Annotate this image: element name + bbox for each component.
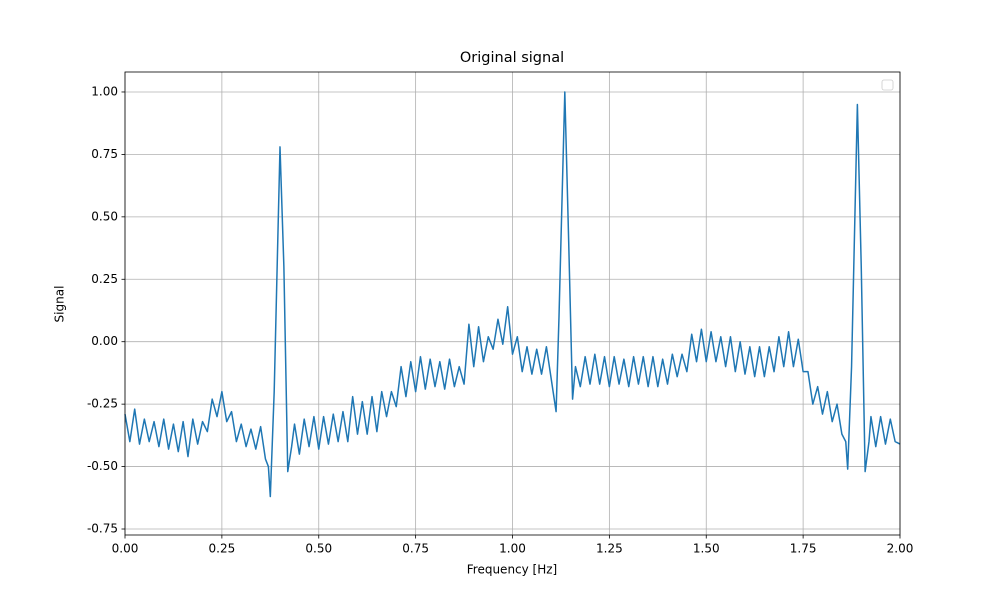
y-tick-label: 0.00 (91, 334, 118, 348)
x-tick-label: 1.50 (693, 542, 720, 556)
chart-title: Original signal (460, 50, 564, 66)
x-tick-label: 2.00 (887, 542, 914, 556)
y-tick-label: -0.75 (87, 522, 118, 536)
x-tick-label: 1.25 (596, 542, 623, 556)
x-tick-label: 0.00 (112, 542, 139, 556)
x-tick-label: 1.75 (790, 542, 817, 556)
x-tick-label: 0.75 (402, 542, 429, 556)
y-tick-label: 0.75 (91, 147, 118, 161)
plot-frame (124, 71, 901, 536)
y-tick-label: 1.00 (91, 84, 118, 98)
y-tick-label: -0.25 (87, 397, 118, 411)
x-tick-label: 1.00 (499, 542, 526, 556)
y-axis-label: Signal (53, 286, 67, 323)
y-tick-label: 0.50 (91, 209, 118, 223)
y-tick-label: 0.25 (91, 272, 118, 286)
x-tick-label: 0.50 (305, 542, 332, 556)
legend-box (881, 79, 894, 91)
y-tick-label: -0.50 (87, 459, 118, 473)
x-axis-label: Frequency [Hz] (467, 563, 558, 577)
signal-line (124, 91, 901, 498)
x-tick-label: 0.25 (209, 542, 236, 556)
